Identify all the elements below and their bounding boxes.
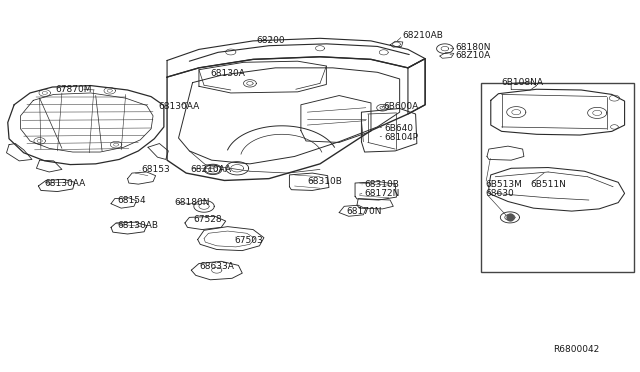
Text: 68180N: 68180N [175,199,210,208]
Text: 67528: 67528 [194,215,223,224]
Text: 68210AB: 68210AB [403,31,444,40]
Text: 68180N: 68180N [455,43,491,52]
Text: 68104P: 68104P [385,133,419,142]
Text: 6B600A: 6B600A [384,102,419,111]
Text: R6800042: R6800042 [553,345,599,354]
Text: 68310B: 68310B [307,177,342,186]
Text: 6B511N: 6B511N [531,180,566,189]
Text: 68130A: 68130A [211,68,246,77]
Text: 68154: 68154 [117,196,146,205]
Text: 68210AA: 68210AA [190,164,231,173]
Text: 6B513M: 6B513M [486,180,522,189]
Text: 67870M: 67870M [56,85,92,94]
Text: 68630: 68630 [486,189,515,198]
Text: 68130AA: 68130AA [158,102,199,111]
Text: 68130AA: 68130AA [45,179,86,188]
Text: 68130AB: 68130AB [117,221,158,230]
Text: 68633A: 68633A [199,262,234,271]
Text: 68310B: 68310B [365,180,399,189]
Text: 68Z10A: 68Z10A [455,51,490,60]
Text: 68200: 68200 [256,36,285,45]
Bar [481,83,634,272]
Text: 68170N: 68170N [347,206,382,216]
Text: 67503: 67503 [235,236,264,245]
Text: 6B640: 6B640 [385,124,413,132]
Text: 68153: 68153 [141,164,170,173]
Text: 6B108NA: 6B108NA [502,78,543,87]
Text: 68172N: 68172N [365,189,400,198]
